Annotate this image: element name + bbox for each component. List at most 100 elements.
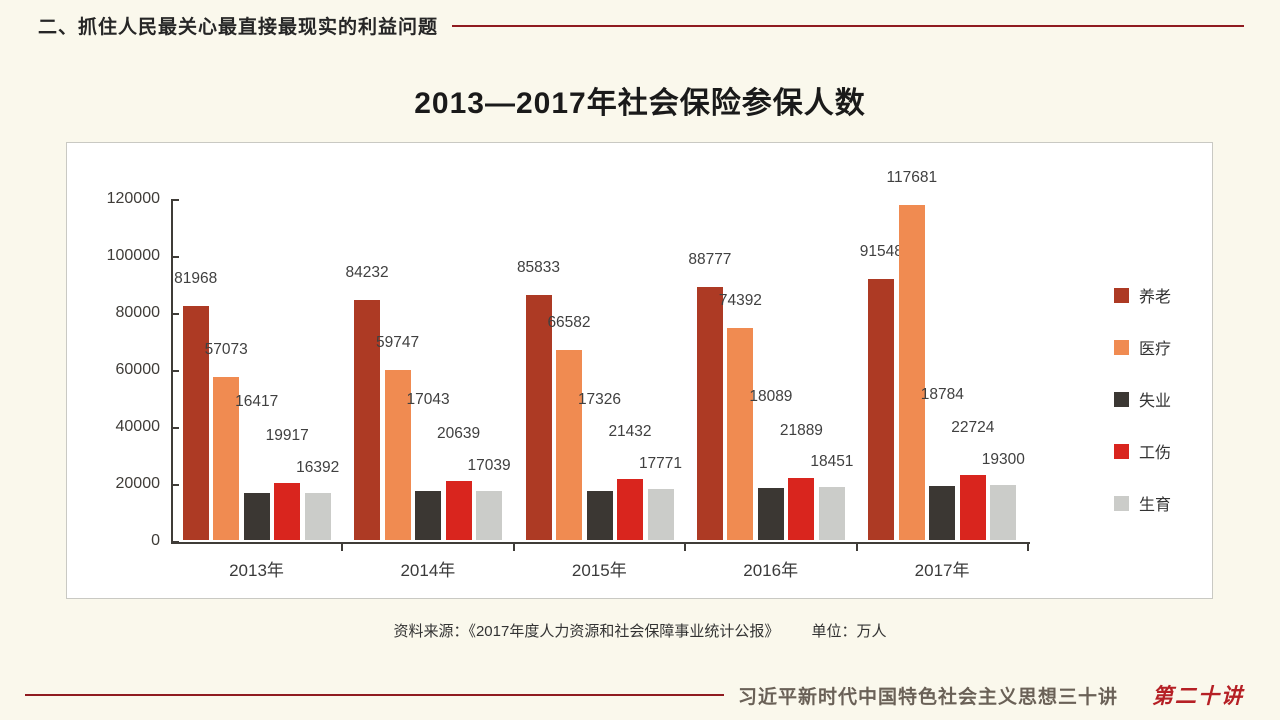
legend-label: 失业 <box>1139 393 1172 410</box>
legend-item-工伤: 工伤 <box>1114 439 1171 463</box>
bar-value-label: 91548 <box>859 243 903 261</box>
y-axis-tick <box>171 541 179 543</box>
bar-value-label: 81968 <box>174 270 218 288</box>
y-axis-tick-label: 40000 <box>115 418 161 435</box>
legend-item-失业: 失业 <box>1114 387 1171 411</box>
bar-养老-2017年 <box>868 279 895 540</box>
x-axis-category-label: 2015年 <box>571 561 627 580</box>
y-axis-tick <box>171 370 179 372</box>
bar-value-label: 17043 <box>406 391 450 409</box>
legend-swatch <box>1114 339 1129 355</box>
legend-swatch <box>1114 443 1129 459</box>
bar-养老-2016年 <box>696 287 723 540</box>
bar-生育-2013年 <box>304 493 331 540</box>
bar-生育-2016年 <box>818 487 845 540</box>
unit-note-text: 单位：万人 <box>811 623 887 640</box>
x-axis-category-label: 2013年 <box>229 561 284 580</box>
bar-失业-2014年 <box>415 491 442 540</box>
legend-label: 医疗 <box>1139 341 1172 358</box>
x-axis-category-label: 2014年 <box>400 561 456 580</box>
bar-工伤-2015年 <box>617 478 643 540</box>
bar-value-label: 17771 <box>638 455 683 473</box>
bar-value-label: 17326 <box>577 390 622 408</box>
y-axis-tick-label: 80000 <box>115 304 161 321</box>
bar-value-label: 88777 <box>688 251 732 268</box>
bar-失业-2015年 <box>586 490 613 540</box>
footer-title: 习近平新时代中国特色社会主义思想三十讲 <box>737 686 1118 708</box>
bar-医疗-2015年 <box>556 350 582 540</box>
bar-value-label: 19300 <box>981 451 1025 468</box>
slide-header: 二、抓住人民最关心最直接最现实的利益问题 <box>38 12 1244 39</box>
bar-value-label: 21889 <box>779 421 823 439</box>
y-axis-tick-label: 100000 <box>106 247 160 264</box>
y-axis-tick <box>171 199 179 201</box>
bar-工伤-2017年 <box>959 475 986 540</box>
slide-footer: 习近平新时代中国特色社会主义思想三十讲 第二十讲 <box>25 680 1244 710</box>
legend-swatch <box>1114 287 1129 303</box>
bar-医疗-2016年 <box>727 327 754 540</box>
bar-value-label: 59747 <box>376 333 420 351</box>
y-axis-tick-label: 20000 <box>115 475 161 492</box>
bar-养老-2013年 <box>182 306 209 540</box>
footer-badge: 第二十讲 <box>1152 684 1244 708</box>
bar-value-label: 57073 <box>204 341 248 359</box>
source-note-text: 资料来源：《2017年度人力资源和社会保障事业统计公报》 <box>393 623 780 640</box>
x-axis-line <box>171 542 1030 544</box>
bar-失业-2013年 <box>243 493 270 540</box>
slide-header-text: 二、抓住人民最关心最直接最现实的利益问题 <box>38 17 439 38</box>
x-axis-tick <box>512 544 515 551</box>
bar-value-label: 74392 <box>718 291 762 309</box>
plot-area: 0 20000 40000 60000 80000 100000 120000 81968 84… <box>67 143 1212 598</box>
source-note: 资料来源：《2017年度人力资源和社会保障事业统计公报》 单位：万人 <box>0 620 1280 641</box>
legend-label: 工伤 <box>1139 445 1172 462</box>
bar-value-label: 20639 <box>437 425 481 443</box>
bar-医疗-2013年 <box>213 377 240 540</box>
bar-value-label: 18784 <box>920 386 964 404</box>
y-axis-tick <box>171 427 179 429</box>
bar-value-label: 19917 <box>265 427 309 445</box>
bar-value-label: 22724 <box>951 419 995 437</box>
x-axis-tick <box>855 544 858 551</box>
bar-工伤-2013年 <box>274 483 301 540</box>
y-axis-tick <box>171 313 179 315</box>
bar-养老-2015年 <box>525 295 552 540</box>
bar-医疗-2017年 <box>898 204 925 540</box>
y-axis-line <box>171 200 173 544</box>
legend-item-生育: 生育 <box>1114 491 1171 515</box>
bar-失业-2017年 <box>929 486 956 540</box>
bar-value-label: 117681 <box>886 168 938 186</box>
legend-swatch <box>1114 391 1129 407</box>
bar-工伤-2014年 <box>445 481 472 540</box>
bar-value-label: 18089 <box>749 388 793 406</box>
legend-item-医疗: 医疗 <box>1114 335 1171 359</box>
y-axis-tick <box>171 484 179 486</box>
bar-医疗-2014年 <box>384 369 411 540</box>
header-divider-line <box>452 24 1244 27</box>
bar-失业-2016年 <box>757 488 784 540</box>
y-axis-tick <box>171 256 179 258</box>
bar-value-label: 84232 <box>345 263 389 281</box>
x-axis-tick <box>1027 544 1029 551</box>
y-axis-tick-label: 60000 <box>115 361 161 378</box>
footer-divider-line <box>25 694 724 696</box>
legend-item-养老: 养老 <box>1114 283 1171 307</box>
x-axis-tick <box>684 544 687 551</box>
bar-value-label: 85833 <box>516 259 561 277</box>
bar-value-label: 18451 <box>810 453 854 471</box>
chart-title: 2013—2017年社会保险参保人数 <box>414 87 866 120</box>
chart-card: 0 20000 40000 60000 80000 100000 120000 81968 84… <box>66 142 1213 599</box>
bar-养老-2014年 <box>354 299 381 540</box>
x-axis-category-label: 2016年 <box>743 561 799 580</box>
y-axis-tick-label: 0 <box>151 532 160 549</box>
bar-value-label: 17039 <box>467 457 511 475</box>
legend-swatch <box>1114 495 1129 511</box>
bar-value-label: 16392 <box>296 459 340 477</box>
bar-工伤-2016年 <box>788 477 815 540</box>
y-axis-tick-label: 120000 <box>106 190 160 207</box>
bar-value-label: 66582 <box>547 314 591 332</box>
bar-生育-2014年 <box>476 491 503 540</box>
bar-value-label: 16417 <box>235 393 279 411</box>
x-axis-category-label: 2017年 <box>914 561 970 580</box>
bar-value-label: 21432 <box>608 422 652 440</box>
